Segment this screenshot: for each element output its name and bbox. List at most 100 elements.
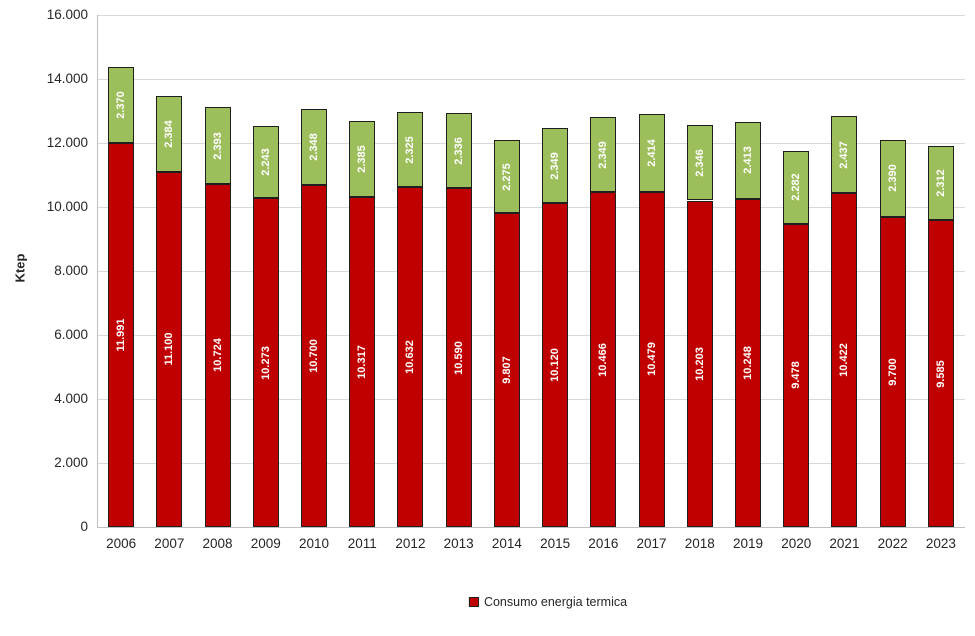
bar-value-label: 10.273 bbox=[259, 345, 272, 380]
bar-segment-green-2007 bbox=[156, 95, 183, 172]
bar-value-label: 2.384 bbox=[163, 119, 176, 148]
gridline bbox=[97, 142, 965, 144]
bar-segment-green-2017 bbox=[638, 114, 665, 192]
bar-segment-green-2011 bbox=[349, 120, 376, 197]
bar-segment-red-2022 bbox=[879, 216, 906, 527]
bar-segment-red-2013 bbox=[445, 188, 472, 527]
legend-label: Consumo energia termica bbox=[483, 595, 628, 609]
bar-value-label: 10.590 bbox=[452, 340, 465, 375]
bar-value-label: 10.466 bbox=[597, 342, 610, 377]
x-tick-label: 2010 bbox=[298, 536, 330, 551]
bar-value-label: 2.414 bbox=[645, 139, 658, 167]
x-tick-label: 2021 bbox=[829, 536, 860, 551]
bar-segment-red-2012 bbox=[397, 186, 424, 527]
bar-value-label: 2.370 bbox=[115, 91, 128, 120]
y-tick-label: 8.000 bbox=[54, 263, 88, 278]
bar-value-label: 2.437 bbox=[838, 140, 851, 169]
x-tick-label: 2018 bbox=[684, 536, 715, 551]
gridline bbox=[97, 270, 965, 272]
bar-segment-green-2013 bbox=[445, 113, 472, 189]
bar-value-label: 9.700 bbox=[886, 358, 899, 386]
bar-value-label: 2.275 bbox=[500, 163, 513, 191]
bar-segment-green-2009 bbox=[252, 126, 279, 199]
x-tick-label: 2017 bbox=[636, 536, 667, 551]
bar-value-label: 2.349 bbox=[549, 151, 562, 180]
bar-segment-red-2020 bbox=[783, 223, 810, 527]
bar-segment-green-2016 bbox=[590, 116, 617, 193]
x-tick-label: 2006 bbox=[106, 536, 137, 551]
gridline bbox=[97, 206, 965, 208]
y-tick-label: 6.000 bbox=[54, 327, 88, 342]
x-tick-label: 2012 bbox=[395, 536, 426, 551]
legend-swatch-red bbox=[468, 597, 479, 607]
bar-segment-red-2018 bbox=[686, 200, 713, 527]
bar-value-label: 9.585 bbox=[934, 359, 947, 388]
bar-segment-red-2015 bbox=[542, 203, 569, 527]
gridline bbox=[97, 398, 965, 400]
gridline bbox=[97, 334, 965, 336]
bar-segment-green-2012 bbox=[397, 112, 424, 187]
bar-value-label: 10.724 bbox=[211, 338, 224, 373]
bar-value-label: 2.243 bbox=[259, 148, 272, 177]
bar-value-label: 10.248 bbox=[742, 346, 754, 380]
x-tick-label: 2020 bbox=[781, 536, 812, 551]
y-axis-line bbox=[97, 15, 98, 527]
y-tick-label: 12.000 bbox=[46, 135, 88, 150]
x-tick-label: 2015 bbox=[540, 536, 571, 551]
bar-segment-red-2008 bbox=[204, 183, 231, 527]
x-axis-line bbox=[97, 527, 965, 528]
bar-value-label: 2.336 bbox=[452, 136, 465, 165]
bar-segment-red-2010 bbox=[301, 184, 327, 527]
bar-segment-red-2021 bbox=[831, 193, 858, 527]
bar-segment-green-2021 bbox=[831, 115, 858, 194]
bar-value-label: 2.349 bbox=[597, 140, 610, 169]
bar-value-label: 9.807 bbox=[500, 356, 513, 384]
bar-value-label: 10.479 bbox=[645, 342, 658, 377]
y-tick-label: 10.000 bbox=[46, 199, 88, 214]
bar-value-label: 10.120 bbox=[549, 348, 562, 382]
x-tick-label: 2023 bbox=[925, 536, 956, 551]
x-tick-label: 2007 bbox=[154, 536, 185, 551]
bar-value-label: 2.312 bbox=[934, 169, 947, 198]
x-tick-label: 2014 bbox=[491, 536, 522, 551]
bar-value-label: 2.325 bbox=[404, 135, 417, 164]
bar-value-label: 10.632 bbox=[404, 340, 417, 374]
x-tick-label: 2009 bbox=[250, 536, 281, 551]
bar-segment-green-2023 bbox=[927, 146, 954, 221]
bar-segment-red-2011 bbox=[349, 196, 376, 527]
bar-value-label: 10.203 bbox=[693, 346, 706, 381]
y-tick-label: 2.000 bbox=[54, 455, 88, 470]
bar-value-label: 2.385 bbox=[356, 144, 369, 173]
x-tick-label: 2011 bbox=[347, 536, 377, 551]
x-tick-label: 2008 bbox=[202, 536, 233, 551]
bar-segment-green-2014 bbox=[493, 140, 520, 214]
legend: Consumo energia termica bbox=[468, 595, 628, 609]
bar-segment-red-2023 bbox=[927, 220, 954, 527]
bar-value-label: 10.422 bbox=[838, 343, 851, 378]
bar-value-label: 11.100 bbox=[163, 332, 176, 366]
bar-value-label: 2.348 bbox=[308, 133, 320, 161]
bar-value-label: 2.413 bbox=[742, 146, 754, 175]
bar-value-label: 2.390 bbox=[886, 164, 899, 193]
x-tick-label: 2022 bbox=[877, 536, 908, 551]
bar-segment-green-2019 bbox=[735, 121, 761, 200]
bar-value-label: 10.700 bbox=[308, 338, 320, 373]
gridline bbox=[97, 462, 965, 464]
y-tick-label: 16.000 bbox=[46, 7, 88, 22]
x-tick-label: 2013 bbox=[443, 536, 474, 551]
y-tick-label: 14.000 bbox=[46, 71, 88, 86]
bar-segment-red-2009 bbox=[252, 198, 279, 527]
bar-segment-red-2017 bbox=[638, 191, 665, 527]
bar-value-label: 9.478 bbox=[790, 361, 803, 390]
bar-segment-green-2010 bbox=[301, 109, 327, 185]
bar-segment-green-2006 bbox=[108, 67, 135, 144]
bar-segment-red-2016 bbox=[590, 192, 617, 527]
x-tick-label: 2016 bbox=[588, 536, 619, 551]
bar-segment-red-2019 bbox=[735, 199, 761, 527]
gridline bbox=[97, 78, 965, 80]
bar-segment-red-2014 bbox=[493, 213, 520, 527]
y-tick-label: 0 bbox=[80, 519, 88, 534]
bar-segment-red-2006 bbox=[108, 143, 135, 527]
bar-segment-green-2008 bbox=[204, 107, 231, 184]
